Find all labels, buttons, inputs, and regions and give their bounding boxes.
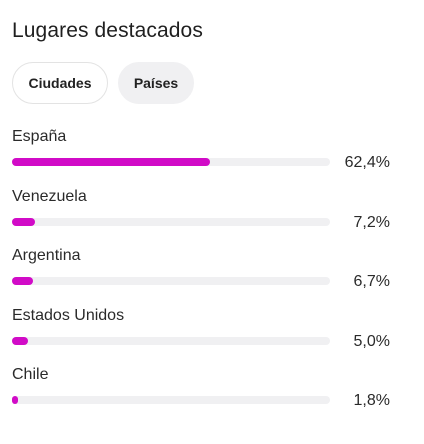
list-item: Venezuela 7,2% bbox=[12, 188, 412, 248]
tab-paises[interactable]: Países bbox=[118, 62, 194, 104]
list-item: Chile 1,8% bbox=[12, 366, 412, 426]
country-name: España bbox=[12, 128, 67, 145]
progress-track bbox=[12, 158, 330, 166]
progress-track bbox=[12, 277, 330, 285]
progress-track bbox=[12, 336, 330, 345]
percentage-value: 1,8% bbox=[353, 392, 390, 409]
progress-fill bbox=[12, 158, 211, 166]
location-type-tabs: Ciudades Países bbox=[12, 62, 194, 104]
progress-track bbox=[12, 396, 330, 404]
progress-track bbox=[12, 217, 330, 226]
list-item: Argentina 6,7% bbox=[12, 247, 412, 307]
country-name: Venezuela bbox=[12, 187, 87, 205]
progress-fill bbox=[12, 336, 28, 345]
progress-fill bbox=[12, 396, 18, 404]
section-title: Lugares destacados bbox=[12, 19, 203, 42]
country-name: Argentina bbox=[12, 247, 81, 264]
percentage-value: 62,4% bbox=[344, 154, 390, 171]
progress-fill bbox=[12, 217, 35, 226]
country-list: España 62,4% Venezuela 7,2% Argentina 6,… bbox=[12, 128, 412, 426]
percentage-value: 7,2% bbox=[353, 213, 390, 231]
progress-fill bbox=[12, 277, 34, 285]
percentage-value: 6,7% bbox=[353, 273, 390, 290]
list-item: Estados Unidos 5,0% bbox=[12, 307, 412, 367]
percentage-value: 5,0% bbox=[353, 332, 390, 350]
tab-ciudades[interactable]: Ciudades bbox=[12, 62, 108, 104]
country-name: Chile bbox=[12, 366, 49, 383]
country-name: Estados Unidos bbox=[12, 306, 125, 324]
list-item: España 62,4% bbox=[12, 128, 412, 188]
